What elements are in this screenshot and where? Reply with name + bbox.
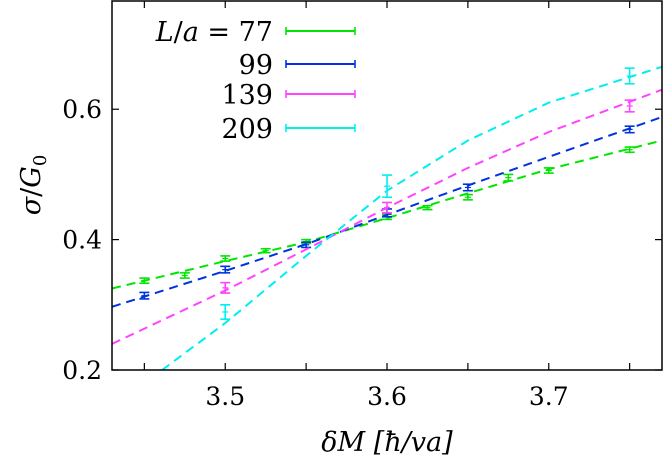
error-bar-point bbox=[301, 241, 312, 249]
error-bar-point bbox=[422, 204, 433, 211]
x-tick-label: 3.6 bbox=[367, 382, 407, 411]
axis-ticks: 3.5 3.6 3.7 0.2 0.4 0.6 bbox=[62, 1, 662, 411]
legend-entry-209: 209 bbox=[221, 114, 356, 145]
legend-label: 139 bbox=[221, 80, 273, 111]
x-axis-label: δM [ħ/va] bbox=[321, 427, 453, 458]
legend-label: L/a = 77 bbox=[155, 17, 273, 48]
legend-entry-139: 139 bbox=[221, 80, 356, 111]
y-axis-label-g: G bbox=[16, 166, 47, 188]
error-bar-point bbox=[503, 173, 514, 182]
y-axis-label-slash: / bbox=[16, 187, 47, 197]
error-bar-point bbox=[382, 174, 392, 199]
y-tick-label: 0.2 bbox=[62, 356, 102, 385]
error-bar-point bbox=[462, 183, 473, 192]
legend-entry-77: L/a = 77 bbox=[155, 17, 356, 48]
svg-text:σ/G0: σ/G0 bbox=[16, 155, 51, 216]
error-bar-point bbox=[139, 277, 150, 285]
error-bar-point bbox=[220, 265, 231, 274]
legend-entry-99: 99 bbox=[239, 50, 356, 81]
error-bar-point bbox=[220, 304, 231, 320]
y-tick-label: 0.6 bbox=[62, 95, 102, 124]
series-77 bbox=[112, 139, 662, 290]
error-bar-point bbox=[382, 201, 392, 214]
error-bar-point bbox=[624, 67, 635, 85]
error-bar-point bbox=[260, 247, 271, 254]
y-tick-label: 0.4 bbox=[62, 226, 102, 255]
x-tick-label: 3.7 bbox=[529, 382, 569, 411]
y-axis-label-sub: 0 bbox=[30, 155, 51, 166]
error-bar-point bbox=[220, 255, 231, 262]
error-bar-point bbox=[220, 281, 231, 294]
series-139 bbox=[112, 88, 662, 345]
x-tick-label: 3.5 bbox=[205, 382, 245, 411]
error-bar-point bbox=[462, 193, 473, 201]
y-axis-label: σ/G0 bbox=[16, 155, 51, 216]
error-bar-point bbox=[179, 272, 190, 279]
fit-curve bbox=[161, 65, 662, 370]
error-bar-point bbox=[624, 146, 635, 154]
error-bar-point bbox=[543, 167, 554, 174]
series-layer bbox=[112, 65, 662, 370]
y-axis-label-sigma: σ bbox=[16, 195, 47, 215]
error-bar-point bbox=[624, 99, 635, 113]
legend-label: 209 bbox=[221, 114, 273, 145]
legend-label: 99 bbox=[239, 50, 273, 81]
error-bar-point bbox=[624, 125, 635, 134]
error-bar-point bbox=[139, 291, 150, 300]
series-209 bbox=[161, 65, 662, 370]
